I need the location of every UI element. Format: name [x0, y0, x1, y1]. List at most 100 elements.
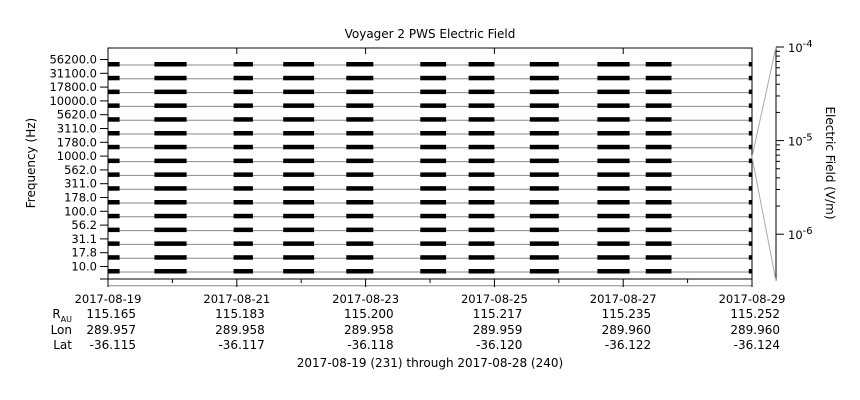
data-block: [645, 213, 672, 219]
data-block: [154, 172, 187, 177]
data-block: [529, 131, 559, 136]
data-block: [233, 131, 253, 136]
data-block: [597, 131, 630, 136]
data-block: [468, 241, 495, 246]
data-block: [154, 62, 187, 67]
data-block: [748, 269, 752, 274]
eph-label-lat: Lat: [53, 338, 72, 352]
data-block: [468, 227, 495, 233]
data-block: [645, 200, 672, 205]
data-block: [346, 213, 374, 219]
data-block: [283, 186, 315, 191]
data-block: [529, 186, 559, 191]
data-block: [597, 186, 630, 191]
data-block: [468, 158, 495, 164]
y-tick-label: 31100.0: [49, 66, 97, 80]
y-tick-label: 3110.0: [57, 122, 97, 136]
y-tick-label: 1000.0: [57, 149, 97, 163]
x-tick-label: 2017-08-29: [719, 292, 786, 306]
data-block: [468, 89, 495, 95]
data-block: [108, 62, 120, 67]
data-block: [420, 255, 447, 260]
data-block: [645, 241, 672, 246]
data-block: [597, 89, 630, 95]
data-block: [529, 103, 559, 108]
data-block: [154, 241, 187, 246]
data-block: [420, 200, 447, 205]
data-block: [468, 200, 495, 205]
data-block: [154, 200, 187, 205]
date-range-caption: 2017-08-19 (231) through 2017-08-28 (240…: [297, 356, 563, 370]
data-block: [645, 75, 672, 81]
eph-label-r: RAU: [52, 307, 72, 324]
data-block: [346, 144, 374, 150]
data-block: [283, 62, 315, 67]
ephemeris-value: -36.120: [476, 338, 522, 352]
data-block: [748, 89, 752, 95]
data-block: [468, 117, 495, 122]
data-block: [597, 213, 630, 219]
data-block: [529, 241, 559, 246]
colorbar: 10-4 10-5 10-6 Electric Field (V/m): [751, 39, 837, 282]
data-block: [529, 269, 559, 274]
data-block: [346, 186, 374, 191]
data-block: [468, 131, 495, 136]
data-block: [108, 144, 120, 150]
data-block: [420, 103, 447, 108]
data-block: [748, 117, 752, 122]
data-block: [283, 89, 315, 95]
data-block: [346, 75, 374, 81]
data-block: [420, 62, 447, 67]
ephemeris-value: 115.183: [215, 307, 265, 321]
data-block: [108, 227, 120, 233]
ephemeris-value: -36.124: [734, 338, 780, 352]
data-block: [154, 255, 187, 260]
ephemeris-value: -36.122: [605, 338, 651, 352]
data-block: [597, 241, 630, 246]
x-tick-label: 2017-08-25: [461, 292, 528, 306]
data-block: [108, 186, 120, 191]
data-block: [346, 255, 374, 260]
data-block: [420, 144, 447, 150]
data-block: [108, 89, 120, 95]
data-block: [108, 255, 120, 260]
data-block: [283, 75, 315, 81]
data-block: [154, 89, 187, 95]
data-block: [529, 158, 559, 164]
ephemeris-value: 115.200: [344, 307, 394, 321]
data-block: [597, 103, 630, 108]
data-block: [468, 255, 495, 260]
data-block: [597, 62, 630, 67]
data-block: [468, 144, 495, 150]
data-block: [233, 255, 253, 260]
data-block: [468, 172, 495, 177]
ephemeris-value: 289.960: [730, 323, 780, 337]
y-tick-label: 100.0: [64, 204, 97, 218]
data-block: [420, 89, 447, 95]
data-block: [108, 117, 120, 122]
data-block: [597, 75, 630, 81]
data-block: [645, 269, 672, 274]
data-block: [346, 158, 374, 164]
data-block: [420, 172, 447, 177]
data-block: [597, 255, 630, 260]
data-block: [233, 186, 253, 191]
data-block: [154, 158, 187, 164]
y-tick-label: 31.1: [71, 232, 97, 246]
data-block: [468, 186, 495, 191]
data-block: [420, 213, 447, 219]
data-block: [233, 89, 253, 95]
data-block: [529, 89, 559, 95]
ephemeris-value: 289.960: [602, 323, 652, 337]
ephemeris-value: 289.957: [86, 323, 136, 337]
ephemeris-value: 289.958: [344, 323, 394, 337]
x-tick-label: 2017-08-19: [75, 292, 142, 306]
data-block: [748, 213, 752, 219]
data-block: [154, 213, 187, 219]
data-block: [346, 269, 374, 274]
data-block: [283, 158, 315, 164]
data-block: [154, 131, 187, 136]
data-block: [283, 213, 315, 219]
y-tick-label: 10.0: [71, 260, 97, 274]
data-block: [420, 269, 447, 274]
